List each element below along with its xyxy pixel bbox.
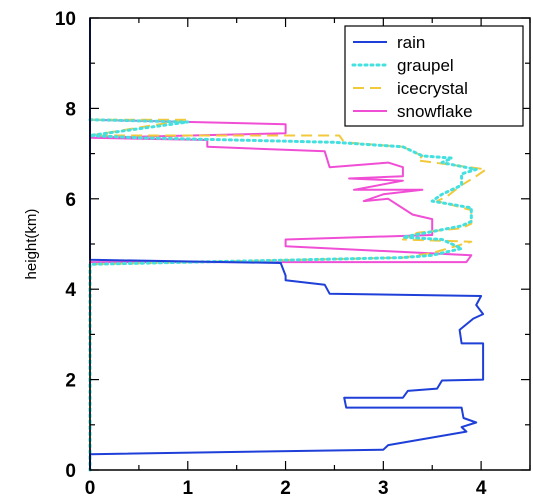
legend: rain graupel icecrystal snowflake xyxy=(344,25,524,127)
y-tick-label: 8 xyxy=(65,99,76,120)
y-axis-title: height(km) xyxy=(23,209,40,280)
legend-label-graupel: graupel xyxy=(397,56,454,75)
x-tick-label: 0 xyxy=(85,478,96,499)
series-line-snowflake xyxy=(89,118,473,470)
series-line-rain xyxy=(89,18,485,470)
legend-label-rain: rain xyxy=(397,33,425,52)
x-tick-label: 1 xyxy=(182,478,193,499)
series-layer xyxy=(88,18,487,472)
y-tick-label: 10 xyxy=(55,9,76,30)
axes-layer: 0 1 2 3 4 0 2 4 6 8 10 xyxy=(55,9,531,499)
series-line-graupel xyxy=(88,118,478,472)
x-tick-label: 4 xyxy=(476,478,487,499)
x-tick-label: 3 xyxy=(378,478,389,499)
y-tick-label: 4 xyxy=(65,280,76,301)
x-tick-label: 2 xyxy=(280,478,291,499)
legend-label-snowflake: snowflake xyxy=(397,102,473,121)
legend-label-icecrystal: icecrystal xyxy=(397,79,468,98)
y-tick-label: 2 xyxy=(65,371,76,392)
y-tick-label: 6 xyxy=(65,190,76,211)
y-tick-label: 0 xyxy=(65,461,76,482)
